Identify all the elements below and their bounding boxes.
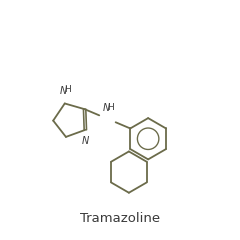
Text: N: N (60, 86, 67, 96)
Text: H: H (107, 103, 114, 112)
Text: N: N (103, 103, 110, 113)
Text: H: H (64, 85, 71, 94)
Text: Tramazoline: Tramazoline (80, 212, 160, 225)
Text: N: N (82, 136, 90, 146)
